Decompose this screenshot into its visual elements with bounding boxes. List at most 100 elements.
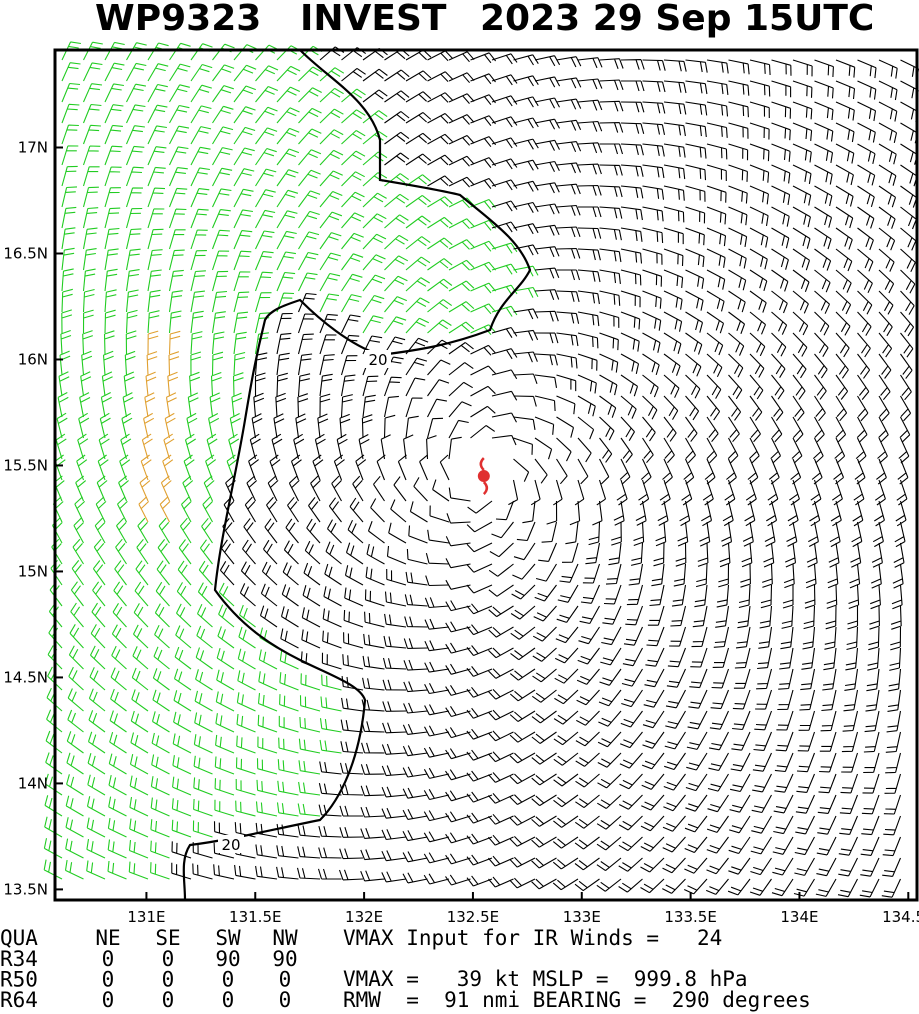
- wind-barb: [620, 185, 644, 199]
- wind-barb: [653, 542, 665, 567]
- wind-barb: [125, 228, 142, 250]
- wind-barb: [728, 311, 746, 334]
- wind-barb: [685, 122, 707, 138]
- wind-barb: [683, 878, 708, 895]
- wind-barb: [198, 560, 213, 586]
- wind-barb: [868, 626, 880, 651]
- wind-barb: [233, 147, 255, 166]
- wind-barb: [218, 582, 235, 607]
- wind-barb: [424, 725, 450, 737]
- wind-barb: [621, 80, 645, 92]
- wind-barb: [125, 125, 145, 145]
- wind-barb: [362, 68, 388, 82]
- wind-barb: [706, 395, 721, 421]
- wind-barb: [470, 405, 496, 418]
- wind-barb: [171, 841, 192, 859]
- wind-barb: [107, 839, 127, 859]
- wind-barb: [432, 479, 450, 502]
- wind-barb: [509, 856, 536, 868]
- wind-barb: [801, 647, 816, 670]
- wind-barb: [147, 104, 168, 124]
- wind-barb: [319, 293, 340, 313]
- wind-barb: [233, 106, 256, 124]
- wind-barb: [448, 259, 475, 271]
- wind-barb: [104, 166, 122, 187]
- wind-barb: [623, 626, 644, 646]
- wind-barb: [168, 330, 181, 355]
- wind-barb: [448, 381, 473, 397]
- wind-barb: [749, 878, 772, 896]
- wind-barb: [466, 707, 493, 719]
- wind-barb: [598, 689, 622, 707]
- wind-barb: [826, 584, 838, 609]
- wind-barb: [190, 208, 209, 229]
- wind-barb: [384, 275, 408, 292]
- contour-label-bg: [365, 350, 391, 368]
- y-tick-label: 17N: [18, 139, 48, 157]
- wind-barb: [279, 672, 299, 691]
- wind-barb: [301, 607, 321, 628]
- wind-barb: [710, 689, 730, 710]
- wind-barb: [297, 846, 321, 859]
- wind-barb: [104, 268, 118, 292]
- wind-barb: [111, 645, 127, 670]
- wind-barb: [233, 250, 252, 271]
- wind-barb: [343, 609, 364, 628]
- wind-barb: [187, 392, 199, 418]
- wind-barb: [167, 371, 179, 397]
- wind-barb: [172, 733, 192, 754]
- wind-barb: [129, 797, 149, 817]
- wind-barb: [445, 558, 471, 569]
- wind-barb: [878, 80, 898, 101]
- wind-barb: [212, 105, 234, 124]
- wind-barb: [327, 519, 342, 544]
- wind-barb: [169, 63, 191, 82]
- wind-barb: [585, 542, 601, 565]
- wind-barb: [150, 862, 170, 880]
- wind-barb: [384, 90, 410, 103]
- wind-barb: [193, 798, 213, 817]
- wind-barb: [576, 710, 600, 726]
- wind-barb: [599, 143, 624, 155]
- wind-barb: [900, 164, 918, 187]
- wind-barb: [339, 848, 364, 860]
- wind-barb: [427, 50, 453, 62]
- wind-barb: [857, 59, 877, 79]
- wind-barb: [513, 201, 539, 213]
- wind-barb: [887, 689, 902, 712]
- wind-barb: [257, 714, 278, 733]
- wind-barb: [685, 164, 707, 181]
- wind-barb: [488, 813, 514, 825]
- wind-barb: [556, 162, 582, 174]
- wind-barb: [749, 269, 768, 292]
- wind-barb: [685, 101, 708, 116]
- wind-barb: [694, 584, 708, 608]
- wind-barb: [835, 269, 852, 293]
- wind-barb: [857, 122, 876, 143]
- wind-barb: [662, 458, 673, 485]
- wind-barb: [871, 542, 883, 568]
- wind-barb: [491, 137, 518, 149]
- wind-barb: [466, 563, 493, 573]
- wind-barb: [796, 773, 816, 793]
- wind-barb: [318, 782, 342, 796]
- wind-barb: [684, 836, 708, 854]
- wind-barb: [405, 91, 432, 103]
- wind-barb: [553, 710, 579, 725]
- wind-barb: [577, 395, 596, 417]
- wind-barb: [319, 718, 342, 733]
- wind-barb: [810, 479, 822, 506]
- wind-barb: [384, 69, 410, 82]
- wind-barb: [333, 454, 345, 481]
- wind-barb: [99, 412, 111, 439]
- wind-barb: [79, 392, 91, 418]
- wind-barb: [362, 375, 379, 397]
- wind-barb: [619, 752, 643, 769]
- wind-barb: [104, 187, 121, 208]
- wind-barb: [448, 218, 475, 229]
- wind-barb: [659, 479, 671, 506]
- wind-barb: [298, 272, 318, 292]
- wind-barb: [491, 242, 518, 254]
- wind-barb: [319, 393, 331, 418]
- wind-barb: [238, 626, 256, 649]
